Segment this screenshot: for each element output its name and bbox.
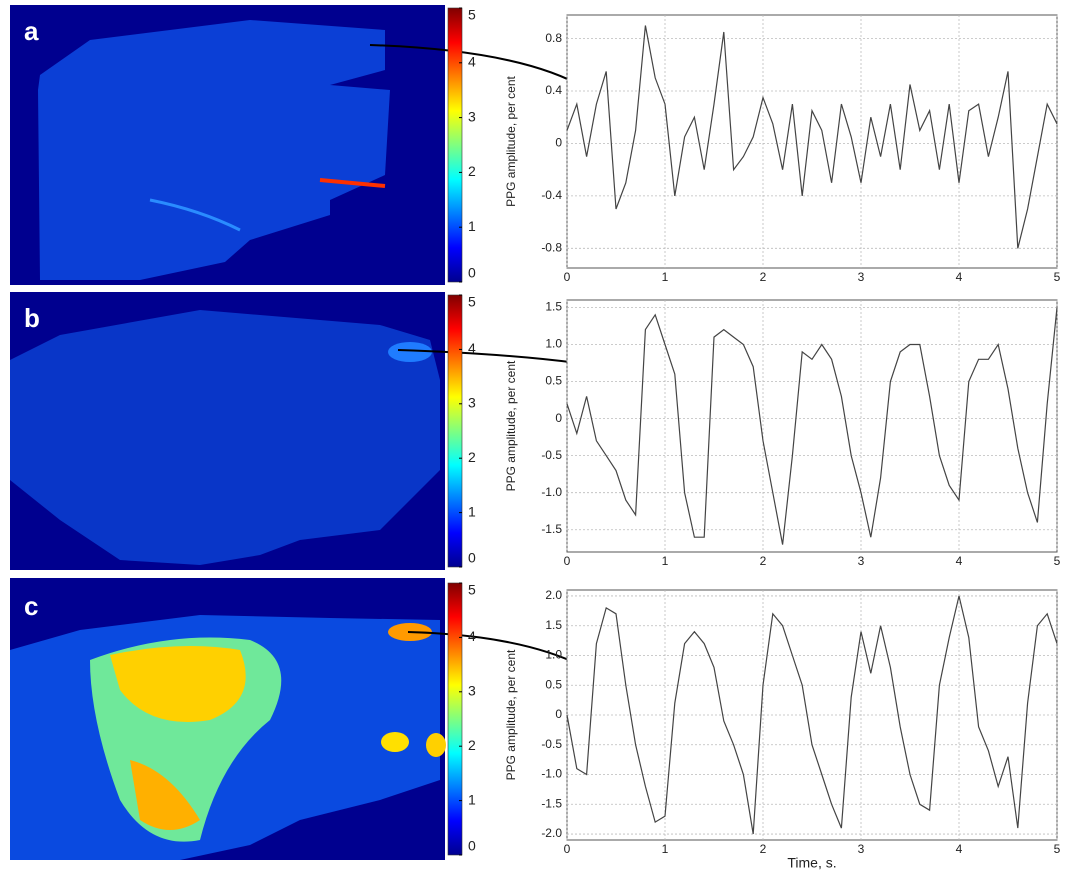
colorbar-tick-label: 0 (468, 838, 476, 854)
colorbar-tick-label: 3 (468, 683, 476, 699)
x-tick-label: 0 (564, 842, 571, 856)
x-tick-label: 5 (1054, 554, 1061, 568)
y-tick-label: -1.0 (541, 767, 562, 781)
heatmap-c (10, 578, 446, 860)
colorbar-tick-label: 4 (468, 340, 476, 356)
colorbar-tick-label: 2 (468, 449, 476, 465)
colorbar (447, 294, 463, 568)
panel-label: b (24, 303, 40, 333)
colorbar-tick-label: 4 (468, 54, 476, 70)
x-tick-label: 3 (858, 270, 865, 284)
y-tick-label: 0 (555, 411, 562, 425)
colorbar-tick-label: 0 (468, 265, 476, 281)
x-tick-label: 0 (564, 554, 571, 568)
panel-label: c (24, 591, 38, 621)
y-tick-label: -1.5 (541, 796, 562, 810)
y-tick-label: 0.4 (545, 83, 562, 97)
panel-label: a (24, 16, 39, 46)
panel: b 0 1 2 3 4 5 -1.5 -1.0 -0.5 0 0.5 1.0 1.5 0 1 2 3 4 5 PPG a… (24, 294, 1061, 568)
y-tick-label: -1.5 (541, 522, 562, 536)
x-tick-label: 4 (956, 270, 963, 284)
colorbar-tick-label: 3 (468, 108, 476, 124)
y-tick-label: -0.4 (541, 188, 562, 202)
y-axis-label: PPG amplitude, per cent (504, 649, 518, 780)
ppg-line (566, 307, 1058, 545)
x-tick-label: 5 (1054, 270, 1061, 284)
heatmap-a (10, 5, 445, 285)
y-tick-label: 0 (555, 136, 562, 150)
x-tick-label: 3 (858, 842, 865, 856)
x-tick-label: 0 (564, 270, 571, 284)
y-tick-label: -0.8 (541, 241, 562, 255)
colorbar-tick-label: 0 (468, 550, 476, 566)
y-tick-label: -1.0 (541, 485, 562, 499)
panel: a 0 1 2 3 4 5 -0.8 -0.4 0 0.4 0.8 0 1 2 3 4 5 PPG amplitud… (24, 7, 1061, 284)
x-tick-label: 2 (760, 554, 767, 568)
x-tick-label: 4 (956, 842, 963, 856)
colorbar (447, 582, 463, 856)
colorbar-tick-label: 2 (468, 737, 476, 753)
plot-area (566, 299, 1058, 553)
x-tick-label: 2 (760, 842, 767, 856)
y-tick-label: -2.0 (541, 826, 562, 840)
colorbar-tick-label: 1 (468, 503, 476, 519)
panel: c 0 1 2 3 4 5 -2.0 -1.5 -1.0 -0.5 0 0.5 1.0 1.5 2.0 0 1 2 3… (24, 582, 1061, 871)
ppg-line (566, 595, 1058, 835)
colorbar (447, 7, 463, 283)
x-axis-label: Time, s. (787, 855, 836, 871)
x-tick-label: 1 (662, 270, 669, 284)
colorbar-tick-label: 5 (468, 582, 476, 598)
y-axis-label: PPG amplitude, per cent (504, 75, 518, 206)
y-tick-label: -0.5 (541, 737, 562, 751)
colorbar-tick-label: 3 (468, 395, 476, 411)
ppg-line (566, 25, 1058, 249)
x-tick-label: 1 (662, 842, 669, 856)
colorbar-tick-label: 5 (468, 294, 476, 310)
y-tick-label: 1.0 (545, 337, 562, 351)
y-tick-label: -0.5 (541, 448, 562, 462)
x-tick-label: 3 (858, 554, 865, 568)
colorbar-tick-label: 2 (468, 163, 476, 179)
colorbar-tick-label: 1 (468, 218, 476, 234)
x-tick-label: 4 (956, 554, 963, 568)
heatmap-b (10, 292, 445, 570)
y-tick-label: 0 (555, 707, 562, 721)
y-tick-label: 0.5 (545, 374, 562, 388)
y-tick-label: 1.5 (545, 300, 562, 314)
x-tick-label: 1 (662, 554, 669, 568)
colorbar-tick-label: 5 (468, 7, 476, 23)
y-tick-label: 0.5 (545, 677, 562, 691)
x-tick-label: 2 (760, 270, 767, 284)
y-tick-label: 0.8 (545, 31, 562, 45)
y-tick-label: 1.0 (545, 648, 562, 662)
y-tick-label: 1.5 (545, 618, 562, 632)
y-tick-label: 2.0 (545, 588, 562, 602)
x-tick-label: 5 (1054, 842, 1061, 856)
colorbar-tick-label: 4 (468, 628, 476, 644)
colorbar-tick-label: 1 (468, 791, 476, 807)
plot-area (566, 14, 1058, 269)
charts: a 0 1 2 3 4 5 -0.8 -0.4 0 0.4 0.8 0 1 2 3 4 5 PPG amplitud… (24, 7, 1061, 871)
y-axis-label: PPG amplitude, per cent (504, 360, 518, 491)
